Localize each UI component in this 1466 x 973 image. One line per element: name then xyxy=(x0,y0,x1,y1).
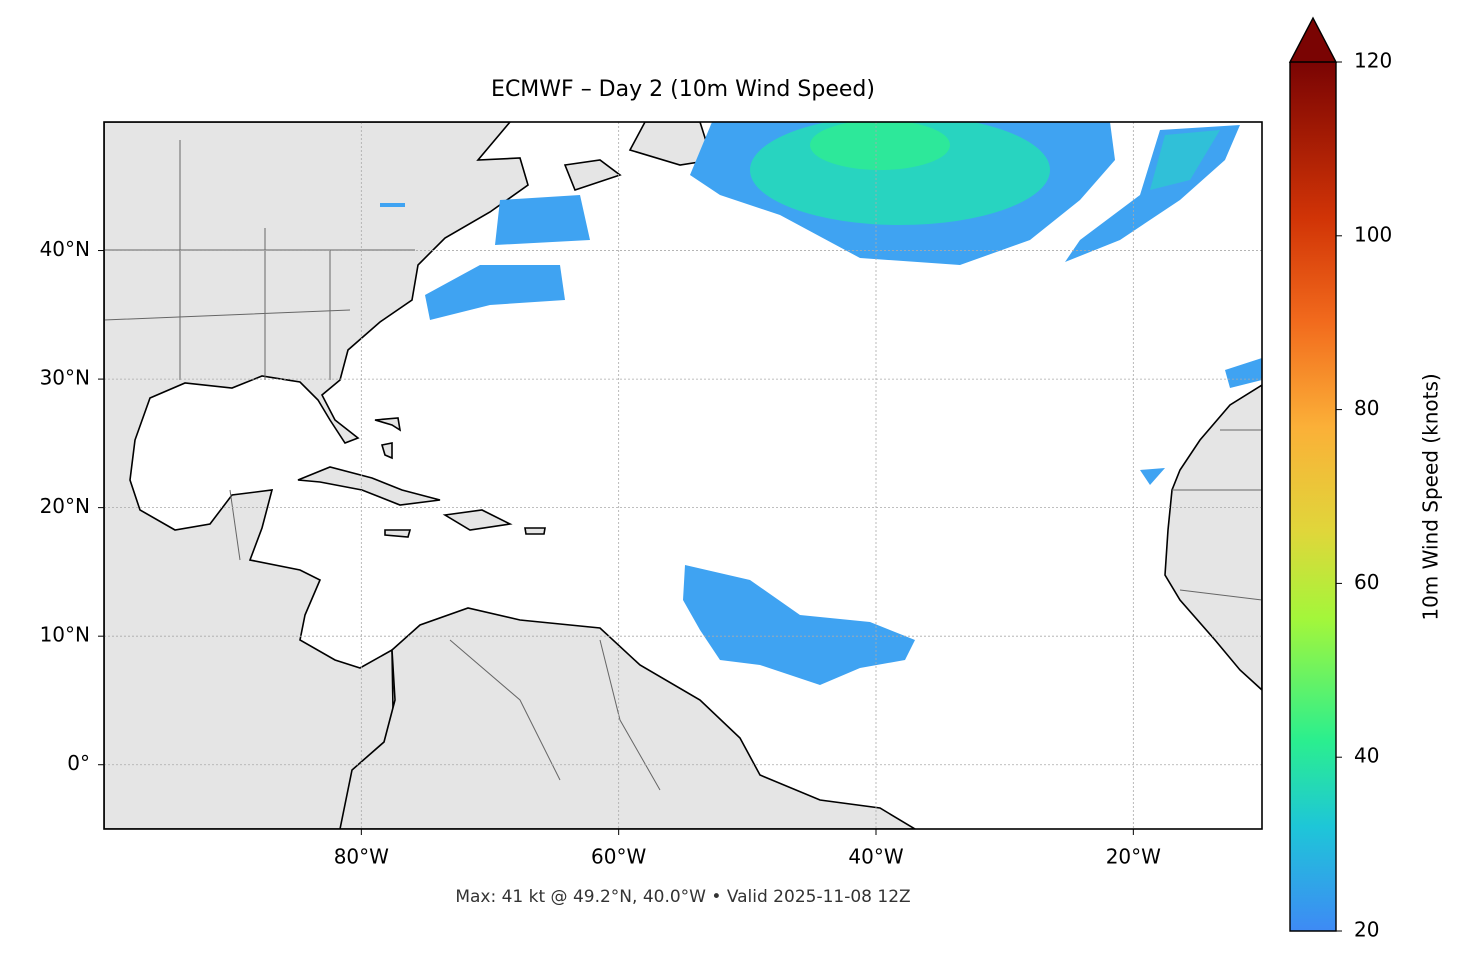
plot-frame xyxy=(103,121,1263,830)
hispaniola xyxy=(384,509,546,538)
x-tick-label: 40°W xyxy=(848,845,903,869)
y-tick-label: 20°N xyxy=(40,494,90,518)
cuba xyxy=(297,466,441,506)
map-area xyxy=(104,122,1262,829)
colorbar-extend xyxy=(1288,16,1338,63)
north-america xyxy=(104,122,529,829)
y-tick-label: 0° xyxy=(67,751,90,775)
colorbar-tick-label: 60 xyxy=(1354,570,1379,594)
y-tick-label: 40°N xyxy=(40,237,90,261)
colorbar-frame xyxy=(1289,62,1337,932)
x-tick-label: 20°W xyxy=(1106,845,1161,869)
chart-title: ECMWF – Day 2 (10m Wind Speed) xyxy=(491,77,875,102)
colorbar-tick-label: 20 xyxy=(1354,918,1379,942)
colorbar xyxy=(1290,62,1336,931)
africa xyxy=(1164,384,1262,692)
colorbar-label: 10m Wind Speed (knots) xyxy=(1419,373,1443,620)
y-tick-label: 30°N xyxy=(40,366,90,390)
colorbar-tick-label: 120 xyxy=(1354,49,1392,73)
bahamas xyxy=(374,417,402,460)
borders xyxy=(104,140,1262,791)
colorbar-tick-label: 40 xyxy=(1354,744,1379,768)
x-tick-label: 60°W xyxy=(591,845,646,869)
colorbar-tick-label: 100 xyxy=(1354,222,1392,246)
annotation: Max: 41 kt @ 49.2°N, 40.0°W • Valid 2025… xyxy=(455,887,910,907)
y-tick-label: 10°N xyxy=(40,623,90,647)
colorbar-tick-label: 80 xyxy=(1354,396,1379,420)
wind-field xyxy=(380,122,1262,685)
south-america xyxy=(339,607,917,829)
x-tick-label: 80°W xyxy=(334,845,389,869)
